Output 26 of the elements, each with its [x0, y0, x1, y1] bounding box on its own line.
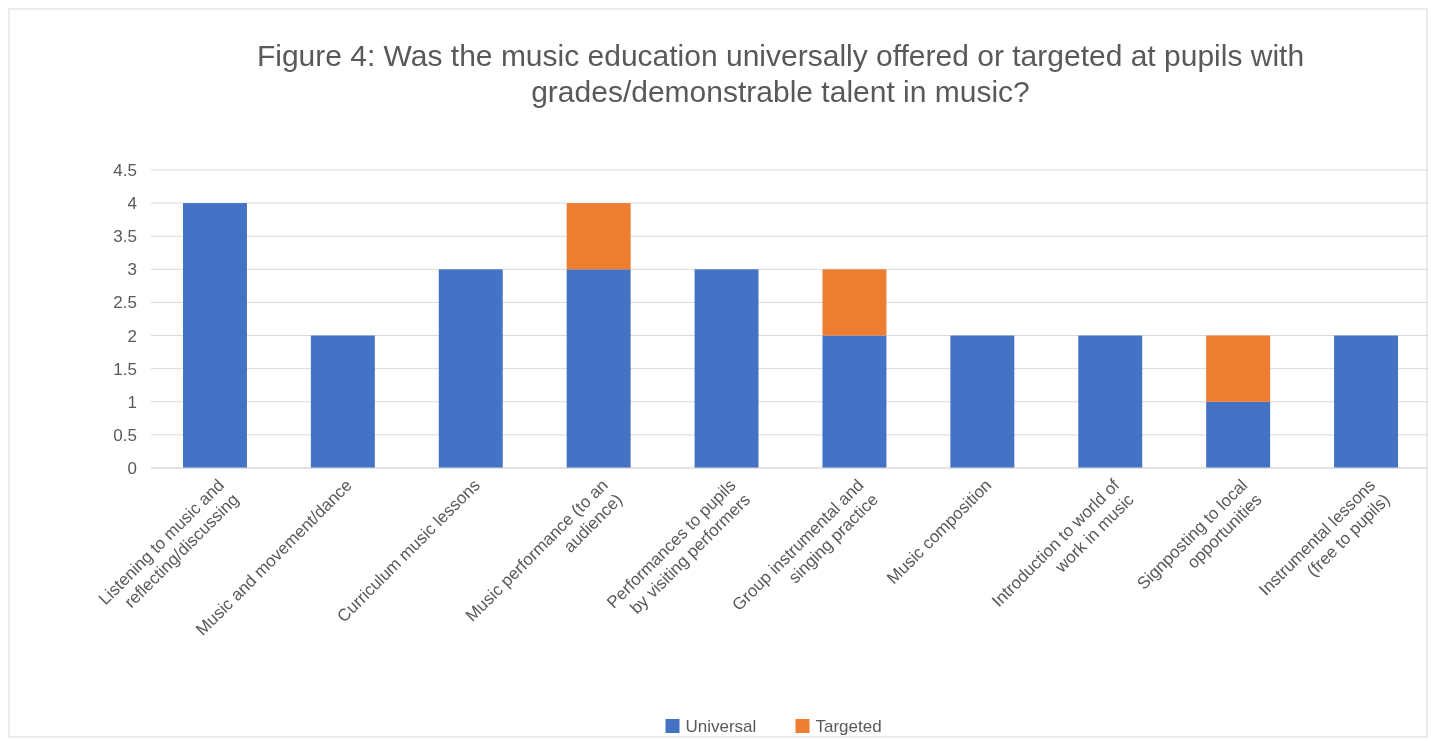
y-tick-label: 2 [127, 326, 137, 346]
bar [694, 269, 759, 468]
bar [566, 269, 631, 468]
y-tick-label: 1.5 [113, 359, 137, 379]
y-tick-label: 0.5 [113, 425, 137, 445]
y-tick-label: 1 [127, 392, 137, 412]
bar [566, 203, 631, 270]
bar [438, 269, 503, 468]
bar [950, 335, 1015, 468]
y-tick-label: 3 [127, 260, 137, 280]
bar [822, 335, 887, 468]
y-tick-label: 4.5 [113, 160, 137, 180]
legend-label: Targeted [815, 716, 882, 736]
legend-label: Universal [685, 716, 757, 736]
y-tick-label: 0 [127, 458, 137, 478]
bar [1334, 335, 1399, 468]
bar [182, 203, 247, 468]
y-tick-label: 4 [127, 194, 137, 214]
bar [822, 269, 887, 336]
bar [1206, 335, 1271, 402]
bar [1078, 335, 1143, 468]
bar [1206, 401, 1271, 468]
bar [310, 335, 375, 468]
chart-title: Figure 4: Was the music education universally offered or targeted at pupils with grades/demonstrable talent in music? [256, 39, 1305, 108]
y-tick-label: 2.5 [113, 293, 137, 313]
y-tick-label: 3.5 [113, 227, 137, 247]
